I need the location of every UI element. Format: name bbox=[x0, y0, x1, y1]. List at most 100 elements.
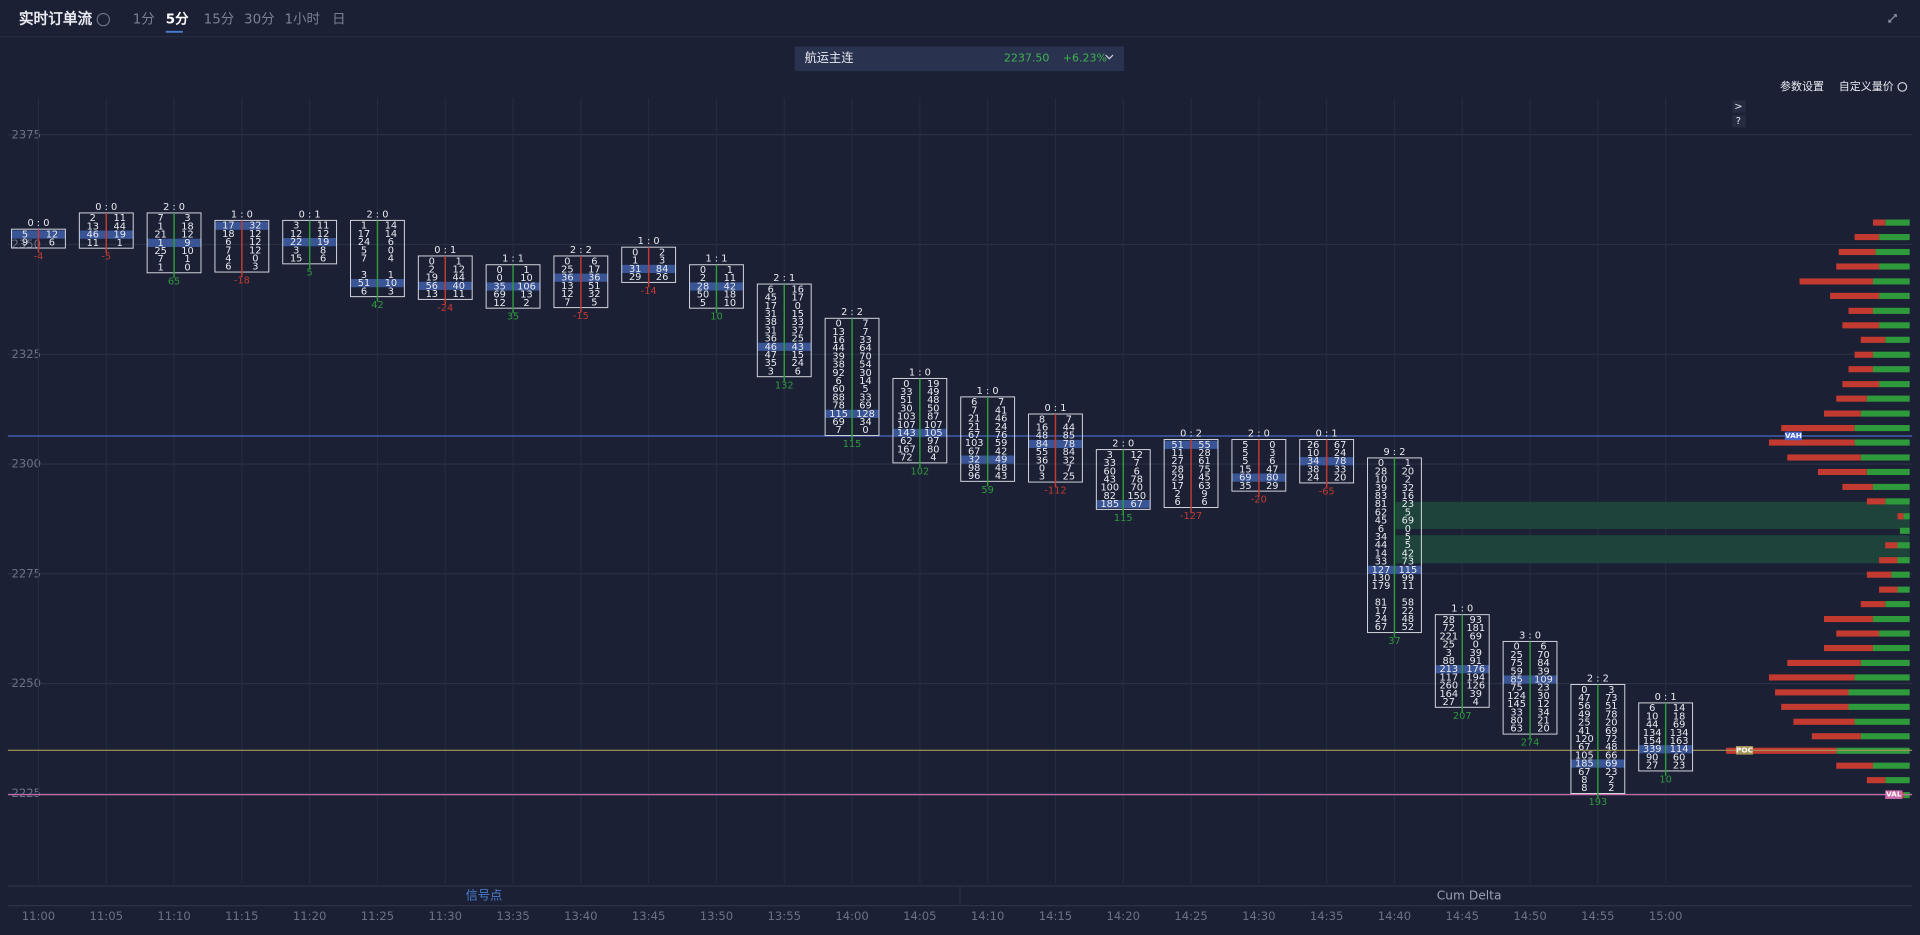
bid-volume: 67 bbox=[1375, 622, 1387, 633]
bid-volume: 1 bbox=[632, 256, 638, 267]
ask-volume: 10 bbox=[520, 273, 532, 284]
ask-volume: 6 bbox=[388, 237, 394, 248]
bid-volume: 12 bbox=[290, 229, 302, 240]
ask-volume: 91 bbox=[1469, 656, 1481, 667]
profile-sell bbox=[1824, 615, 1873, 623]
profile-sell bbox=[1842, 322, 1880, 329]
bid-volume: 13 bbox=[87, 221, 99, 232]
chart-button-label: > bbox=[1734, 101, 1742, 112]
bid-volume: 3 bbox=[293, 245, 299, 256]
bid-volume: 339 bbox=[1643, 744, 1662, 755]
bid-volume: 7 bbox=[361, 254, 367, 265]
ask-volume: 78 bbox=[1063, 439, 1075, 450]
bid-volume: 39 bbox=[832, 351, 844, 362]
bid-volume: 28 bbox=[1443, 615, 1455, 626]
ask-volume: 12 bbox=[249, 229, 261, 240]
ask-volume: 41 bbox=[995, 405, 1007, 416]
bid-volume: 5 bbox=[700, 298, 706, 309]
bid-volume: 22 bbox=[290, 237, 302, 248]
collapse-icon[interactable] bbox=[1888, 14, 1897, 23]
ask-volume: 58 bbox=[1402, 598, 1414, 609]
x-tick-label: 14:00 bbox=[835, 909, 868, 923]
chart-button[interactable] bbox=[1732, 100, 1746, 113]
bid-volume: 25 bbox=[1510, 650, 1522, 661]
interval-tab[interactable]: 日 bbox=[332, 13, 345, 28]
bid-volume: 13 bbox=[832, 327, 844, 338]
profile-buy bbox=[1854, 439, 1910, 446]
interval-tab[interactable]: 30分 bbox=[244, 12, 275, 28]
signal-tab[interactable]: 信号点 bbox=[466, 888, 503, 902]
bid-volume: 107 bbox=[897, 420, 916, 431]
x-tick-label: 11:05 bbox=[90, 909, 123, 923]
help-icon[interactable] bbox=[96, 12, 111, 27]
ask-volume: 3 bbox=[252, 262, 258, 273]
ask-volume: 5 bbox=[1405, 532, 1411, 543]
bid-volume: 154 bbox=[1643, 736, 1662, 747]
candle-header: 1 : 0 bbox=[977, 386, 999, 397]
ask-volume: 70 bbox=[1130, 483, 1142, 494]
symbol-bar[interactable] bbox=[794, 46, 1124, 71]
y-tick-label: 2325 bbox=[12, 347, 42, 361]
profile-buy bbox=[1854, 674, 1910, 681]
bid-volume: 7 bbox=[835, 425, 841, 436]
bid-volume: 28 bbox=[1171, 464, 1183, 475]
dropdown-chevron[interactable] bbox=[1105, 54, 1114, 60]
ask-volume: 5 bbox=[862, 384, 868, 395]
symbol-price: 2237.50 bbox=[1004, 52, 1050, 65]
interval-tab[interactable]: 1小时 bbox=[284, 12, 319, 28]
ask-volume: 194 bbox=[1466, 672, 1485, 683]
interval-tab[interactable]: 5分 bbox=[166, 12, 189, 28]
ask-volume: 44 bbox=[113, 221, 125, 232]
ask-volume: 7 bbox=[1066, 464, 1072, 475]
bid-volume: 15 bbox=[290, 254, 302, 265]
profile-buy bbox=[1879, 630, 1910, 637]
ask-volume: 1 bbox=[727, 265, 733, 276]
ask-volume: 0 bbox=[388, 245, 394, 256]
ask-volume: 19 bbox=[113, 230, 125, 241]
bid-volume: 4 bbox=[225, 254, 231, 265]
x-tick-label: 14:35 bbox=[1310, 909, 1343, 923]
bid-volume: 67 bbox=[1578, 742, 1590, 753]
ask-volume: 43 bbox=[791, 342, 803, 353]
bid-volume: 35 bbox=[765, 358, 777, 369]
ask-volume: 0 bbox=[795, 301, 801, 312]
level-tag bbox=[1784, 431, 1802, 441]
ask-volume: 23 bbox=[1605, 767, 1617, 778]
interval-tab[interactable]: 15分 bbox=[204, 12, 235, 28]
custom-button[interactable]: 自定义量价 bbox=[1839, 79, 1894, 93]
candle-delta: -20 bbox=[1251, 495, 1267, 506]
candle-delta: -4 bbox=[34, 252, 44, 263]
bid-volume: 7 bbox=[225, 245, 231, 256]
bid-volume: 9 bbox=[22, 238, 28, 249]
cum-delta-tab[interactable]: Cum Delta bbox=[1437, 888, 1502, 902]
bid-volume: 17 bbox=[765, 301, 777, 312]
ask-volume: 21 bbox=[1537, 716, 1549, 727]
bid-volume: 45 bbox=[765, 293, 777, 304]
chart-button[interactable] bbox=[1732, 115, 1746, 128]
bid-volume: 25 bbox=[561, 264, 573, 275]
profile-buy bbox=[1885, 601, 1910, 608]
bid-volume: 36 bbox=[561, 273, 573, 284]
ask-volume: 42 bbox=[995, 446, 1007, 457]
candle-delta: 207 bbox=[1453, 711, 1472, 722]
bid-volume: 6 bbox=[1174, 497, 1180, 508]
ask-volume: 97 bbox=[927, 436, 939, 447]
ask-volume: 28 bbox=[1198, 448, 1210, 459]
ask-volume: 33 bbox=[791, 317, 803, 328]
ask-volume: 6 bbox=[49, 238, 55, 249]
bid-volume: 103 bbox=[965, 438, 984, 449]
interval-tab[interactable]: 1分 bbox=[133, 12, 155, 28]
profile-sell bbox=[1768, 674, 1855, 681]
candle-delta: 37 bbox=[1388, 636, 1400, 647]
profile-sell bbox=[1811, 733, 1861, 740]
settings-button[interactable]: 参数设置 bbox=[1780, 79, 1824, 93]
profile-sell bbox=[1848, 307, 1873, 314]
bid-volume: 7 bbox=[971, 405, 977, 416]
x-tick-label: 14:10 bbox=[971, 909, 1004, 923]
ask-volume: 7 bbox=[998, 397, 1004, 408]
ask-volume: 10 bbox=[724, 298, 736, 309]
profile-sell bbox=[1842, 483, 1873, 490]
bid-volume: 21 bbox=[968, 414, 980, 425]
ask-volume: 67 bbox=[1130, 499, 1142, 510]
